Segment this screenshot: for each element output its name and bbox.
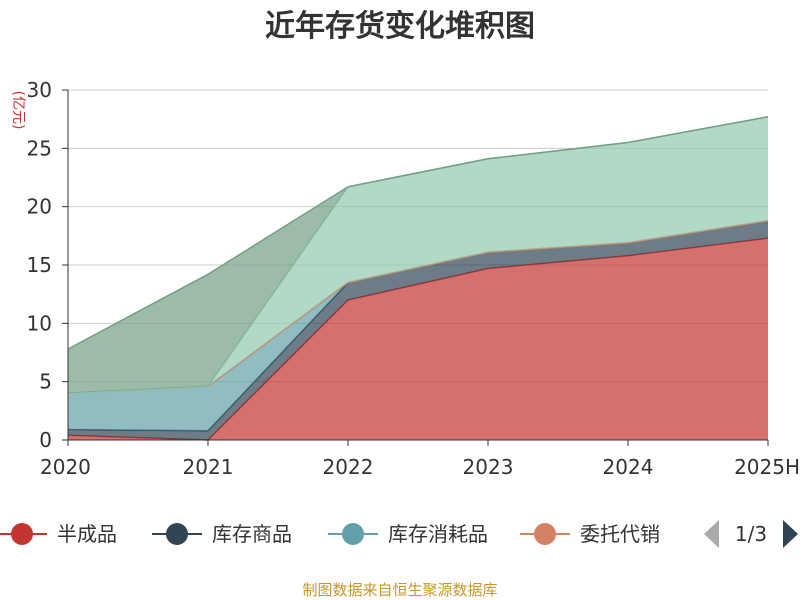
x-tick-label: 2024	[603, 455, 654, 479]
x-tick-label: 2023	[463, 455, 514, 479]
data-source-note: 制图数据来自恒生聚源数据库	[302, 581, 497, 599]
legend-page-indicator: 1/3	[735, 522, 767, 546]
legend-label: 委托代销	[580, 522, 660, 546]
y-tick-label: 0	[39, 428, 52, 452]
y-tick-label: 10	[27, 311, 52, 335]
legend-marker	[11, 523, 33, 545]
x-tick-label: 2025H	[734, 455, 800, 479]
area-line-unlabeled	[67, 116, 769, 350]
area-半成品	[68, 238, 768, 440]
chart-title: 近年存货变化堆积图	[265, 9, 535, 44]
x-tick-label: 2022	[323, 455, 374, 479]
legend: 半成品 库存商品 库存消耗品 委托代销 1/3	[0, 520, 798, 548]
x-tick-label: 2021	[183, 455, 234, 479]
legend-label: 半成品	[57, 522, 117, 546]
y-tick-label: 5	[39, 370, 52, 394]
legend-label: 库存消耗品	[388, 522, 488, 546]
legend-marker	[342, 523, 364, 545]
area-unlabeled	[68, 116, 768, 394]
y-tick-label: 20	[27, 195, 52, 219]
y-tick-label: 15	[27, 253, 52, 277]
legend-item[interactable]: 半成品	[0, 522, 117, 546]
y-tick-label: 25	[27, 136, 52, 160]
area-库存消耗品	[68, 220, 768, 431]
legend-next-page-icon[interactable]	[783, 520, 798, 548]
legend-marker	[166, 523, 188, 545]
legend-item[interactable]: 库存消耗品	[328, 522, 488, 546]
area-库存商品	[68, 220, 768, 440]
area-series-group	[67, 116, 769, 441]
y-tick-label: 30	[27, 78, 52, 102]
x-tick-label: 2020	[40, 455, 91, 479]
legend-item[interactable]: 库存商品	[152, 522, 292, 546]
area-unlabeled	[68, 116, 768, 394]
legend-item[interactable]: 委托代销	[520, 522, 660, 546]
legend-label: 库存商品	[212, 522, 292, 546]
axes: 2020 2021 2022 2023 2024 2025H	[40, 89, 800, 479]
legend-marker	[534, 523, 556, 545]
legend-prev-page-icon[interactable]	[704, 520, 719, 548]
legend-items: 半成品 库存商品 库存消耗品 委托代销	[0, 522, 660, 546]
y-axis-unit: (亿元)	[10, 91, 26, 130]
